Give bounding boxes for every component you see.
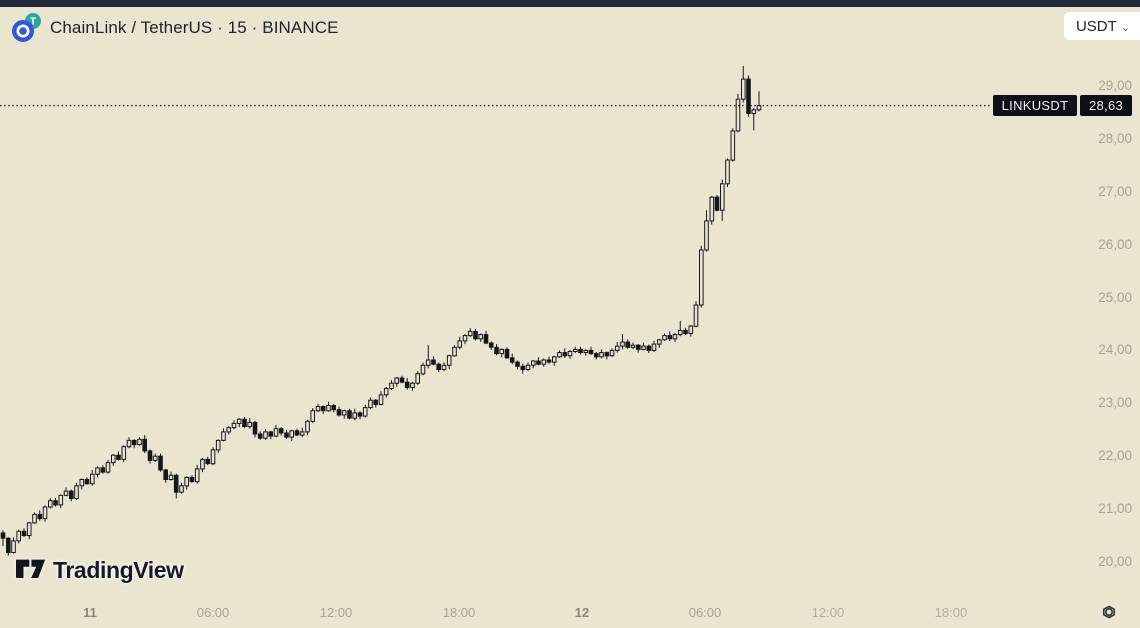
tradingview-logo-icon [16, 559, 46, 578]
svg-text:T: T [30, 17, 36, 28]
time-axis-label: 18:00 [934, 605, 968, 620]
watermark-text: TradingView [53, 557, 184, 583]
time-axis-settings-button[interactable] [1096, 600, 1122, 626]
chevron-down-icon: ⌄ [1120, 21, 1130, 34]
time-axis-label: 06:00 [688, 605, 722, 620]
tradingview-watermark[interactable]: TradingView [16, 557, 184, 584]
price-axis-label: 24,00 [1098, 342, 1132, 358]
price-axis-label: 21,00 [1098, 501, 1132, 517]
time-axis-label: 12:00 [319, 605, 353, 620]
time-axis-label: 18:00 [442, 605, 476, 620]
price-axis[interactable]: 29,00 28,00 27,00 26,00 25,00 24,00 23,00 22,00… [1078, 0, 1140, 600]
time-axis-label: 12 [574, 605, 590, 620]
candle-series [0, 65, 991, 556]
top-bar [0, 0, 1140, 7]
time-axis-label: 06:00 [196, 605, 230, 620]
price-axis-label: 27,00 [1098, 183, 1132, 199]
pair-logo-icon: T [10, 12, 42, 44]
currency-selector-button[interactable]: USDT ⌄ [1063, 12, 1140, 40]
price-axis-label: 22,00 [1098, 448, 1132, 464]
price-axis-label: 26,00 [1098, 236, 1132, 252]
price-axis-label: 28,00 [1098, 130, 1132, 146]
time-axis-label: 11 [83, 605, 97, 620]
time-axis[interactable]: 11 06:00 12:00 18:00 12 06:00 12:00 18:00 [0, 598, 1140, 628]
symbol-title: ChainLink / TetherUS · 15 · BINANCE [50, 18, 339, 37]
last-price-badge-value: 28,63 [1080, 95, 1132, 117]
time-axis-label: 12:00 [811, 605, 845, 620]
price-axis-label: 29,00 [1098, 78, 1132, 93]
price-axis-label: 23,00 [1098, 395, 1132, 411]
price-axis-label: 25,00 [1098, 289, 1132, 305]
symbol-legend[interactable]: T ChainLink / TetherUS · 15 · BINANCE [10, 12, 339, 44]
settings-icon [1102, 605, 1115, 619]
price-axis-label: 20,00 [1098, 554, 1132, 569]
currency-label: USDT [1075, 17, 1117, 35]
last-price-badge-symbol: LINKUSDT [993, 95, 1077, 117]
